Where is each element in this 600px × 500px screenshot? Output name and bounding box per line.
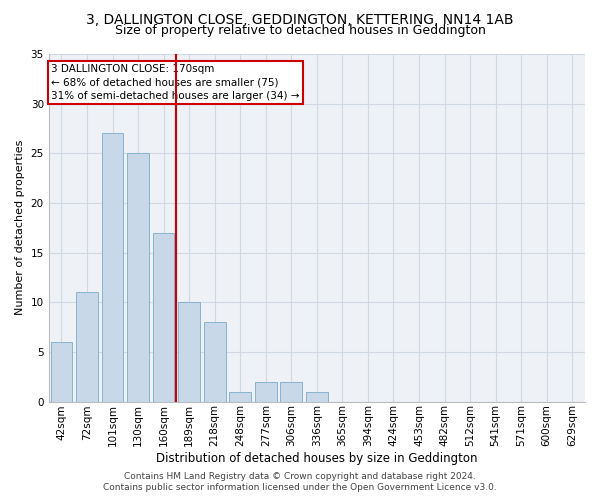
- Bar: [280, 382, 302, 402]
- Text: 3, DALLINGTON CLOSE, GEDDINGTON, KETTERING, NN14 1AB: 3, DALLINGTON CLOSE, GEDDINGTON, KETTERI…: [86, 12, 514, 26]
- Bar: [178, 302, 200, 402]
- Text: Size of property relative to detached houses in Geddington: Size of property relative to detached ho…: [115, 24, 485, 37]
- Text: 3 DALLINGTON CLOSE: 170sqm
← 68% of detached houses are smaller (75)
31% of semi: 3 DALLINGTON CLOSE: 170sqm ← 68% of deta…: [52, 64, 300, 101]
- Bar: [50, 342, 72, 402]
- Bar: [101, 134, 124, 402]
- Bar: [127, 154, 149, 402]
- Y-axis label: Number of detached properties: Number of detached properties: [15, 140, 25, 316]
- Bar: [153, 232, 175, 402]
- Bar: [306, 392, 328, 402]
- Bar: [76, 292, 98, 402]
- Bar: [204, 322, 226, 402]
- Text: Contains HM Land Registry data © Crown copyright and database right 2024.
Contai: Contains HM Land Registry data © Crown c…: [103, 472, 497, 492]
- Bar: [229, 392, 251, 402]
- X-axis label: Distribution of detached houses by size in Geddington: Distribution of detached houses by size …: [156, 452, 478, 465]
- Bar: [255, 382, 277, 402]
